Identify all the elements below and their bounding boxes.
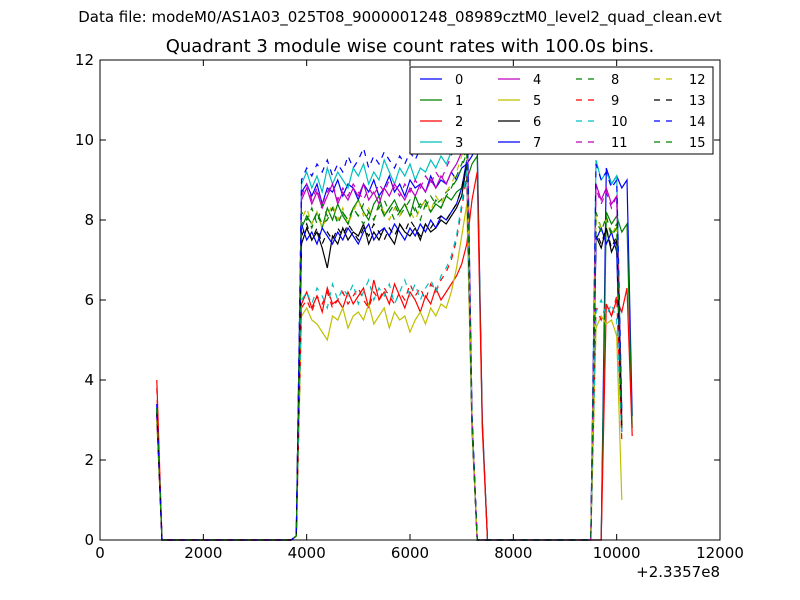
series-line-7	[156, 159, 623, 541]
x-tick-label: 8000	[494, 544, 532, 562]
legend-label-11: 11	[611, 136, 628, 151]
y-tick-label: 8	[84, 211, 94, 229]
y-tick-label: 2	[84, 451, 94, 469]
x-tick-label: 4000	[288, 544, 326, 562]
legend-label-10: 10	[611, 115, 628, 130]
x-tick-label: 2000	[184, 544, 222, 562]
series-line-10	[156, 167, 623, 541]
series-layer	[156, 86, 633, 541]
series-line-9	[156, 175, 623, 541]
series-line-5	[156, 203, 623, 541]
legend-label-8: 8	[611, 73, 619, 88]
y-tick-label: 6	[84, 291, 94, 309]
series-line-8	[156, 151, 623, 541]
series-line-14	[156, 86, 623, 541]
y-tick-label: 10	[75, 131, 94, 149]
x-tick-label: 6000	[391, 544, 429, 562]
series-line-2	[156, 171, 633, 541]
series-line-0	[156, 143, 633, 541]
figure-suptitle: Data file: modeM0/AS1A03_025T08_90000012…	[78, 8, 722, 26]
x-tick-label: 10000	[593, 544, 641, 562]
x-tick-label: 0	[95, 544, 105, 562]
legend-label-5: 5	[533, 94, 541, 109]
legend-label-0: 0	[455, 73, 463, 88]
legend-label-7: 7	[533, 136, 541, 151]
legend-label-4: 4	[533, 73, 541, 88]
series-line-15	[156, 147, 623, 541]
legend-label-15: 15	[689, 136, 706, 151]
y-tick-label: 12	[75, 51, 94, 69]
legend-label-6: 6	[533, 115, 541, 130]
legend-frame	[409, 66, 714, 155]
series-line-13	[156, 163, 623, 541]
legend-label-1: 1	[455, 94, 463, 109]
y-tick-label: 0	[84, 531, 94, 549]
legend-label-9: 9	[611, 94, 619, 109]
y-tick-label: 4	[84, 371, 94, 389]
series-line-12	[156, 139, 623, 541]
x-tick-label: 12000	[696, 544, 744, 562]
series-line-4	[156, 135, 623, 541]
legend-label-12: 12	[689, 73, 706, 88]
legend-label-14: 14	[689, 115, 706, 130]
legend-label-2: 2	[455, 115, 463, 130]
series-line-1	[156, 154, 633, 541]
x-axis-offset-label: +2.3357e8	[636, 563, 720, 581]
chart-title: Quadrant 3 module wise count rates with …	[165, 36, 655, 57]
series-line-3	[156, 107, 623, 541]
legend-label-13: 13	[689, 94, 706, 109]
legend-label-3: 3	[455, 136, 463, 151]
